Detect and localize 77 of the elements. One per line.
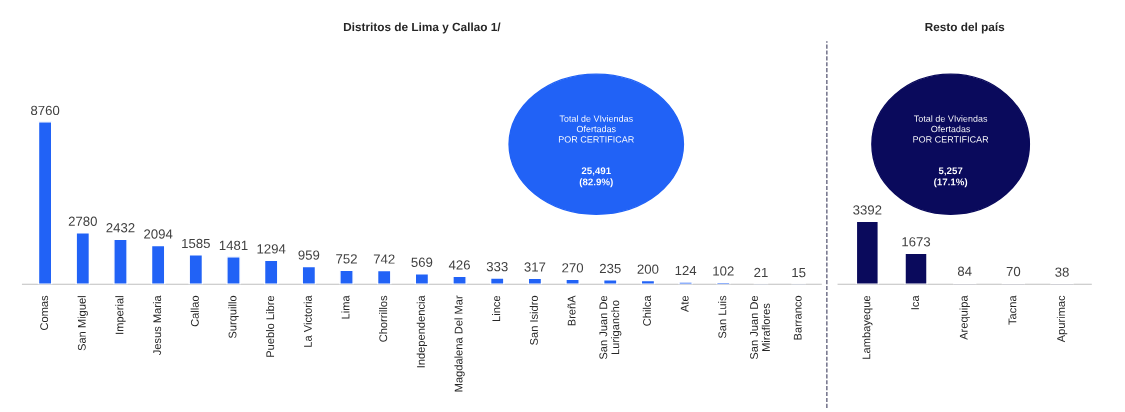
bar [904,252,928,285]
x-tick-label: Magdalena Del Mar [454,295,465,392]
data-label: 2094 [144,229,173,239]
data-label: 1294 [257,244,286,254]
x-tick-label: BreñA [567,295,576,326]
bar [113,238,128,285]
data-label: 200 [637,264,659,274]
x-tick-label: Lince [492,295,501,322]
bar [263,259,279,285]
x-tick-label: Pueblo Libre [265,295,275,357]
x-tick-label: Chilca [642,295,651,326]
x-tick-label: Chorrillos [379,295,388,342]
bar [565,278,580,285]
x-tick-label: San Miguel [77,296,88,351]
x-tick-label: Lima [341,295,350,319]
x-tick-label: Arequipa [959,295,970,340]
x-tick-label: Ica [911,295,919,310]
annotation: Total de VIviendas Ofertadas POR CERTIFICAR [558,115,634,143]
x-tick-label: Independencia [416,295,428,368]
x-tick-label: La Victoria [303,295,312,347]
bar [75,232,91,285]
bar [188,254,204,285]
x-tick-label: San Luis [718,295,727,339]
data-label: 742 [373,254,395,264]
text: 5,257 (17.1%) [934,167,968,188]
bar [489,277,505,285]
data-label: 333 [486,261,508,272]
data-label: 2432 [106,223,135,233]
bar [339,269,354,285]
bar [226,256,241,285]
chart-title: Resto del país [925,22,1005,34]
data-label: 15 [792,268,806,278]
bar [376,269,392,285]
data-label: 959 [298,250,320,260]
bar [414,273,430,285]
bar [150,244,166,285]
data-label: 2780 [68,216,97,226]
data-label: 8760 [31,105,60,116]
data-label: 270 [562,263,584,273]
text: Total de VIviendas Ofertadas POR CERTIFICAR [913,115,989,143]
x-tick-label: San Juan De Lurigancho [599,295,622,360]
x-tick-label: Lambayeque [862,295,873,359]
x-tick-label: Comas [40,295,49,331]
data-label: 1673 [902,237,931,247]
data-label: 70 [1006,266,1021,277]
bar [678,281,693,285]
bar [602,279,618,285]
x-tick-label: Barranco [793,295,802,340]
data-label: 569 [411,257,433,267]
data-label: 752 [336,254,357,264]
x-tick-label: Apurimac [1056,295,1068,343]
bar [301,265,317,285]
x-tick-label: Imperial [115,296,126,334]
data-label: 317 [524,262,546,272]
x-tick-label: Callao [190,295,199,327]
annotation: 25,491 (82.9%) [579,167,613,188]
data-label: 3392 [853,205,882,215]
x-tick-label: Jesus Maria [152,295,162,356]
bar [640,279,656,285]
data-label: 84 [957,266,972,276]
x-tick-label: Ate [680,295,689,313]
x-tick-label: San Juan De Miraflores [750,295,770,360]
data-label: 235 [599,263,621,274]
bar [855,220,879,285]
data-label: 21 [754,267,768,277]
data-label: 124 [675,265,697,276]
bar [452,275,467,285]
data-label: 38 [1055,267,1069,277]
bar [37,121,53,285]
data-label: 102 [713,266,734,276]
chart-title: Distritos de Lima y Callao 1/ [343,22,501,34]
x-tick-label: Surquillo [228,295,239,339]
data-label: 1585 [182,238,210,249]
data-label: 1481 [219,240,248,251]
data-label: 426 [448,260,470,270]
x-tick-label: San Isidro [529,295,538,345]
x-tick-label: Tacna [1008,295,1017,325]
